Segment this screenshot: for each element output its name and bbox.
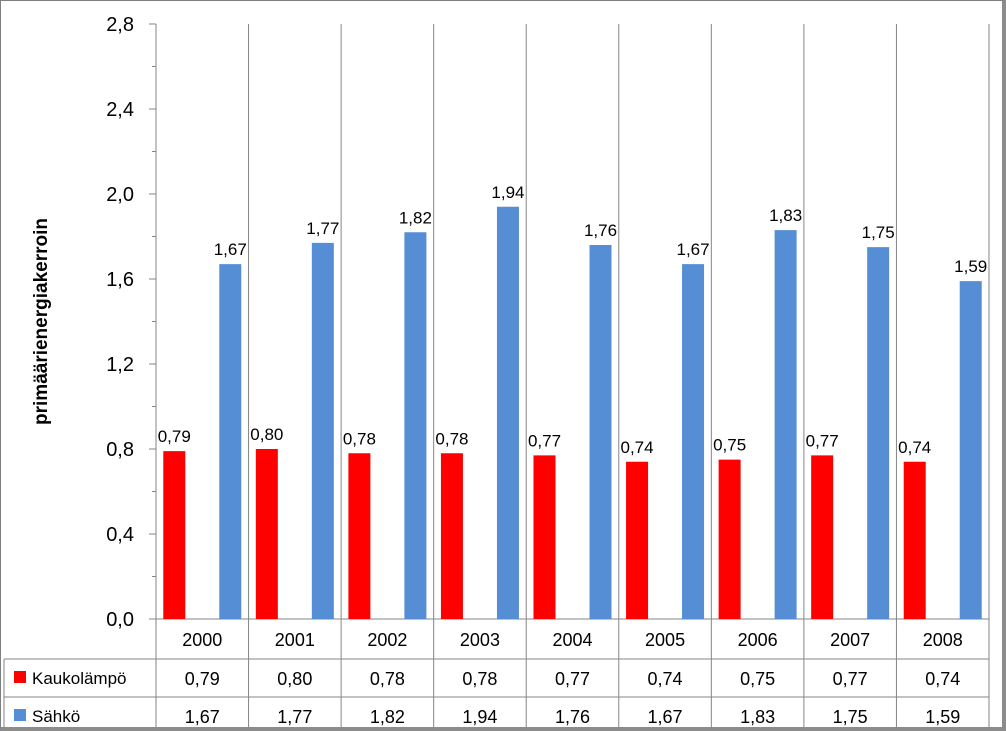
y-tick-label: 0,0: [106, 609, 134, 631]
table-cell: 0,77: [833, 669, 868, 689]
bar-sahko: [959, 281, 982, 619]
table-cell: 1,77: [277, 707, 312, 727]
bar-kaukolampo: [163, 451, 186, 619]
bars: [163, 206, 982, 619]
data-label: 0,77: [528, 431, 561, 450]
bar-sahko: [589, 245, 612, 619]
y-tick-label: 0,8: [106, 439, 134, 461]
data-labels: 0,79 1,67 0,80 1,77 0,78 1,82 0,78 1,94 0,77 1,76…: [158, 183, 988, 457]
category-label: 2000: [182, 630, 222, 650]
table-cell: 0,74: [648, 669, 683, 689]
category-label: 2008: [923, 630, 963, 650]
table-cell: 0,78: [370, 669, 405, 689]
bar-sahko: [404, 232, 427, 619]
category-label: 2005: [645, 630, 685, 650]
table-cell: 1,75: [833, 707, 868, 727]
data-label: 1,59: [954, 257, 987, 276]
table-cell: 1,67: [185, 707, 220, 727]
category-label: 2001: [275, 630, 315, 650]
data-label: 1,83: [769, 206, 802, 225]
table-cell: 0,75: [740, 669, 775, 689]
data-label: 0,74: [621, 438, 654, 457]
table-cell: 0,79: [185, 669, 220, 689]
data-label: 0,78: [343, 429, 376, 448]
data-label: 1,82: [399, 208, 432, 227]
y-tick-label: 1,2: [106, 354, 134, 376]
legend-label: Kaukolämpö: [32, 669, 127, 688]
y-tick-label: 2,8: [106, 14, 134, 36]
category-label: 2006: [738, 630, 778, 650]
data-label: 1,94: [491, 183, 524, 202]
table-cell: 1,59: [925, 707, 960, 727]
legend-key: [14, 671, 26, 683]
legend-key: [14, 709, 26, 721]
table-cell: 1,82: [370, 707, 405, 727]
data-label: 0,77: [806, 431, 839, 450]
bar-kaukolampo: [440, 453, 463, 619]
data-label: 1,76: [584, 221, 617, 240]
data-label: 0,80: [250, 425, 283, 444]
category-label: 2007: [830, 630, 870, 650]
table-cell: 0,78: [462, 669, 497, 689]
y-axis: 0,0 0,4 0,8 1,2 1,6 2,0 2,4 2,8: [106, 14, 157, 631]
table-cell: 1,94: [462, 707, 497, 727]
legend-label: Sähkö: [32, 707, 80, 726]
data-label: 0,79: [158, 427, 191, 446]
grid-lines: [155, 24, 990, 727]
table-cell: 0,74: [925, 669, 960, 689]
table-cell: 1,76: [555, 707, 590, 727]
y-tick-label: 2,4: [106, 99, 134, 121]
data-label: 1,67: [677, 240, 710, 259]
bar-kaukolampo: [626, 461, 649, 619]
category-label: 2004: [552, 630, 592, 650]
bar-sahko: [774, 230, 797, 619]
bar-kaukolampo: [903, 461, 926, 619]
bar-sahko: [219, 264, 242, 619]
y-tick-label: 1,6: [106, 269, 134, 291]
table-cell: 1,83: [740, 707, 775, 727]
bar-kaukolampo: [718, 459, 741, 619]
bar-sahko: [682, 264, 705, 619]
bar-kaukolampo: [255, 449, 278, 619]
bar-kaukolampo: [533, 455, 556, 619]
bar-kaukolampo: [811, 455, 834, 619]
data-label: 1,75: [862, 223, 895, 242]
data-label: 1,77: [306, 219, 339, 238]
data-label: 1,67: [214, 240, 247, 259]
y-tick-label: 0,4: [106, 524, 134, 546]
data-table: 2000 2001 2002 2003 2004 2005 2006 2007 2008 Kauk…: [3, 630, 989, 727]
category-label: 2002: [367, 630, 407, 650]
bar-sahko: [867, 247, 890, 619]
data-label: 0,74: [898, 438, 931, 457]
category-label: 2003: [460, 630, 500, 650]
table-cell: 1,67: [648, 707, 683, 727]
table-cell: 0,77: [555, 669, 590, 689]
bar-sahko: [496, 206, 519, 619]
bar-kaukolampo: [348, 453, 371, 619]
y-axis-label: primäärienergiakerroin: [31, 218, 52, 425]
y-tick-label: 2,0: [106, 184, 134, 206]
data-label: 0,78: [435, 429, 468, 448]
table-cell: 0,80: [277, 669, 312, 689]
data-label: 0,75: [713, 436, 746, 455]
bar-sahko: [311, 242, 334, 619]
